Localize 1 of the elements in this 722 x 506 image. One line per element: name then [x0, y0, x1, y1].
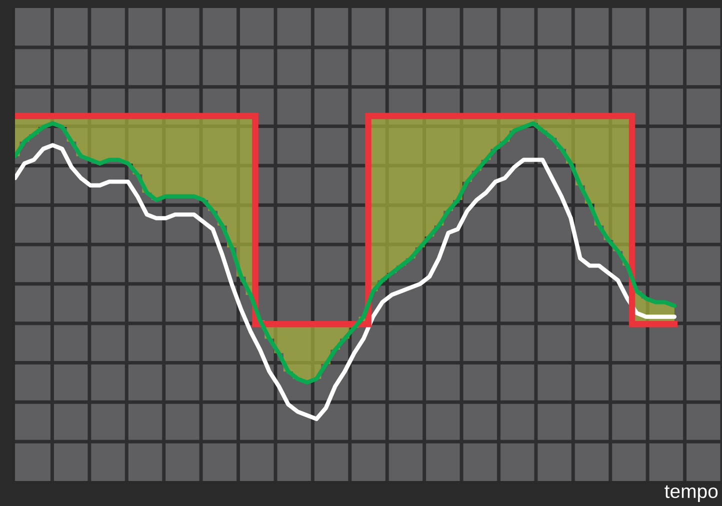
- x-axis-title: tempo: [664, 485, 718, 502]
